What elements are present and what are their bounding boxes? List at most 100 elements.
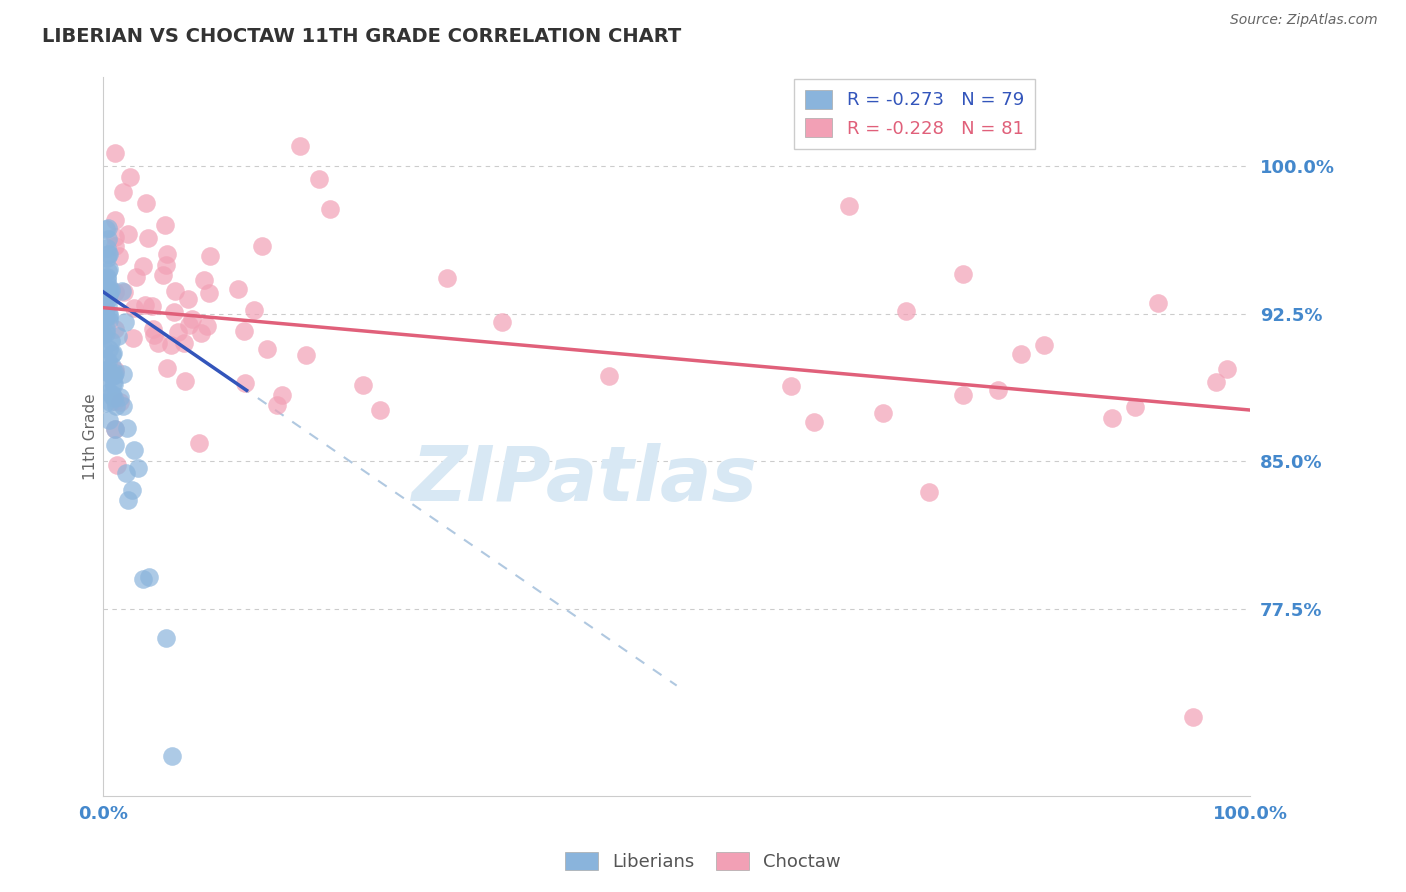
Point bbox=[98, 284, 121, 298]
Point bbox=[94, 310, 117, 324]
Point bbox=[111, 399, 134, 413]
Point bbox=[96, 269, 118, 284]
Point bbox=[1010, 346, 1032, 360]
Point bbox=[352, 377, 374, 392]
Point bbox=[97, 288, 120, 302]
Point bbox=[97, 307, 120, 321]
Point bbox=[872, 406, 894, 420]
Point bbox=[104, 438, 127, 452]
Point bbox=[141, 299, 163, 313]
Point bbox=[104, 363, 127, 377]
Point bbox=[98, 262, 121, 277]
Point bbox=[127, 460, 149, 475]
Legend: Liberians, Choctaw: Liberians, Choctaw bbox=[558, 845, 848, 879]
Point bbox=[1205, 376, 1227, 390]
Point bbox=[132, 259, 155, 273]
Text: Source: ZipAtlas.com: Source: ZipAtlas.com bbox=[1230, 13, 1378, 28]
Point bbox=[177, 293, 200, 307]
Point bbox=[104, 213, 127, 227]
Point bbox=[952, 267, 974, 281]
Point bbox=[160, 749, 183, 764]
Point bbox=[104, 422, 127, 436]
Point bbox=[138, 570, 160, 584]
Point bbox=[142, 328, 165, 343]
Point bbox=[598, 369, 620, 384]
Point bbox=[98, 286, 121, 301]
Point bbox=[319, 202, 342, 216]
Point bbox=[132, 573, 155, 587]
Point bbox=[117, 493, 139, 508]
Point bbox=[1181, 710, 1204, 724]
Point bbox=[152, 268, 174, 282]
Point bbox=[180, 311, 202, 326]
Point bbox=[104, 239, 127, 253]
Point bbox=[93, 301, 115, 316]
Point bbox=[108, 249, 131, 263]
Point bbox=[98, 395, 121, 409]
Point bbox=[125, 269, 148, 284]
Point bbox=[108, 394, 131, 409]
Point bbox=[167, 325, 190, 339]
Point bbox=[96, 354, 118, 368]
Point bbox=[96, 251, 118, 265]
Point bbox=[156, 247, 179, 261]
Point bbox=[104, 422, 127, 436]
Point bbox=[104, 145, 127, 160]
Point bbox=[94, 304, 117, 318]
Point bbox=[1101, 411, 1123, 425]
Point bbox=[97, 277, 120, 292]
Point bbox=[155, 258, 177, 272]
Point bbox=[250, 239, 273, 253]
Point bbox=[117, 421, 139, 435]
Point bbox=[101, 359, 124, 373]
Point bbox=[93, 375, 115, 389]
Point bbox=[103, 376, 125, 390]
Point bbox=[98, 313, 121, 327]
Point bbox=[97, 263, 120, 277]
Point bbox=[112, 285, 135, 299]
Point bbox=[190, 326, 212, 340]
Point bbox=[96, 281, 118, 295]
Point bbox=[135, 195, 157, 210]
Point bbox=[136, 231, 159, 245]
Point bbox=[105, 399, 128, 413]
Point bbox=[198, 286, 221, 301]
Legend: R = -0.273   N = 79, R = -0.228   N = 81: R = -0.273 N = 79, R = -0.228 N = 81 bbox=[794, 79, 1035, 149]
Point bbox=[1216, 362, 1239, 376]
Point bbox=[91, 326, 114, 341]
Point bbox=[198, 249, 221, 263]
Point bbox=[155, 632, 177, 646]
Point bbox=[104, 367, 127, 381]
Point bbox=[148, 336, 170, 351]
Point bbox=[187, 435, 209, 450]
Point bbox=[103, 346, 125, 360]
Point bbox=[163, 285, 186, 299]
Point bbox=[226, 282, 249, 296]
Point bbox=[94, 299, 117, 313]
Point bbox=[173, 336, 195, 351]
Text: ZIPatlas: ZIPatlas bbox=[412, 442, 758, 516]
Point bbox=[93, 284, 115, 298]
Point bbox=[288, 139, 311, 153]
Point bbox=[122, 442, 145, 457]
Point bbox=[142, 321, 165, 335]
Point bbox=[101, 387, 124, 401]
Point bbox=[114, 315, 136, 329]
Point bbox=[308, 172, 330, 186]
Point bbox=[98, 385, 121, 400]
Point bbox=[156, 361, 179, 376]
Point bbox=[96, 271, 118, 285]
Point bbox=[803, 415, 825, 429]
Point bbox=[233, 376, 256, 390]
Point bbox=[1147, 295, 1170, 310]
Point bbox=[256, 342, 278, 356]
Point bbox=[107, 329, 129, 343]
Point bbox=[111, 185, 134, 199]
Point bbox=[295, 348, 318, 362]
Y-axis label: 11th Grade: 11th Grade bbox=[83, 393, 97, 480]
Point bbox=[93, 282, 115, 296]
Point bbox=[163, 305, 186, 319]
Point bbox=[115, 466, 138, 480]
Point bbox=[97, 292, 120, 306]
Point bbox=[93, 341, 115, 355]
